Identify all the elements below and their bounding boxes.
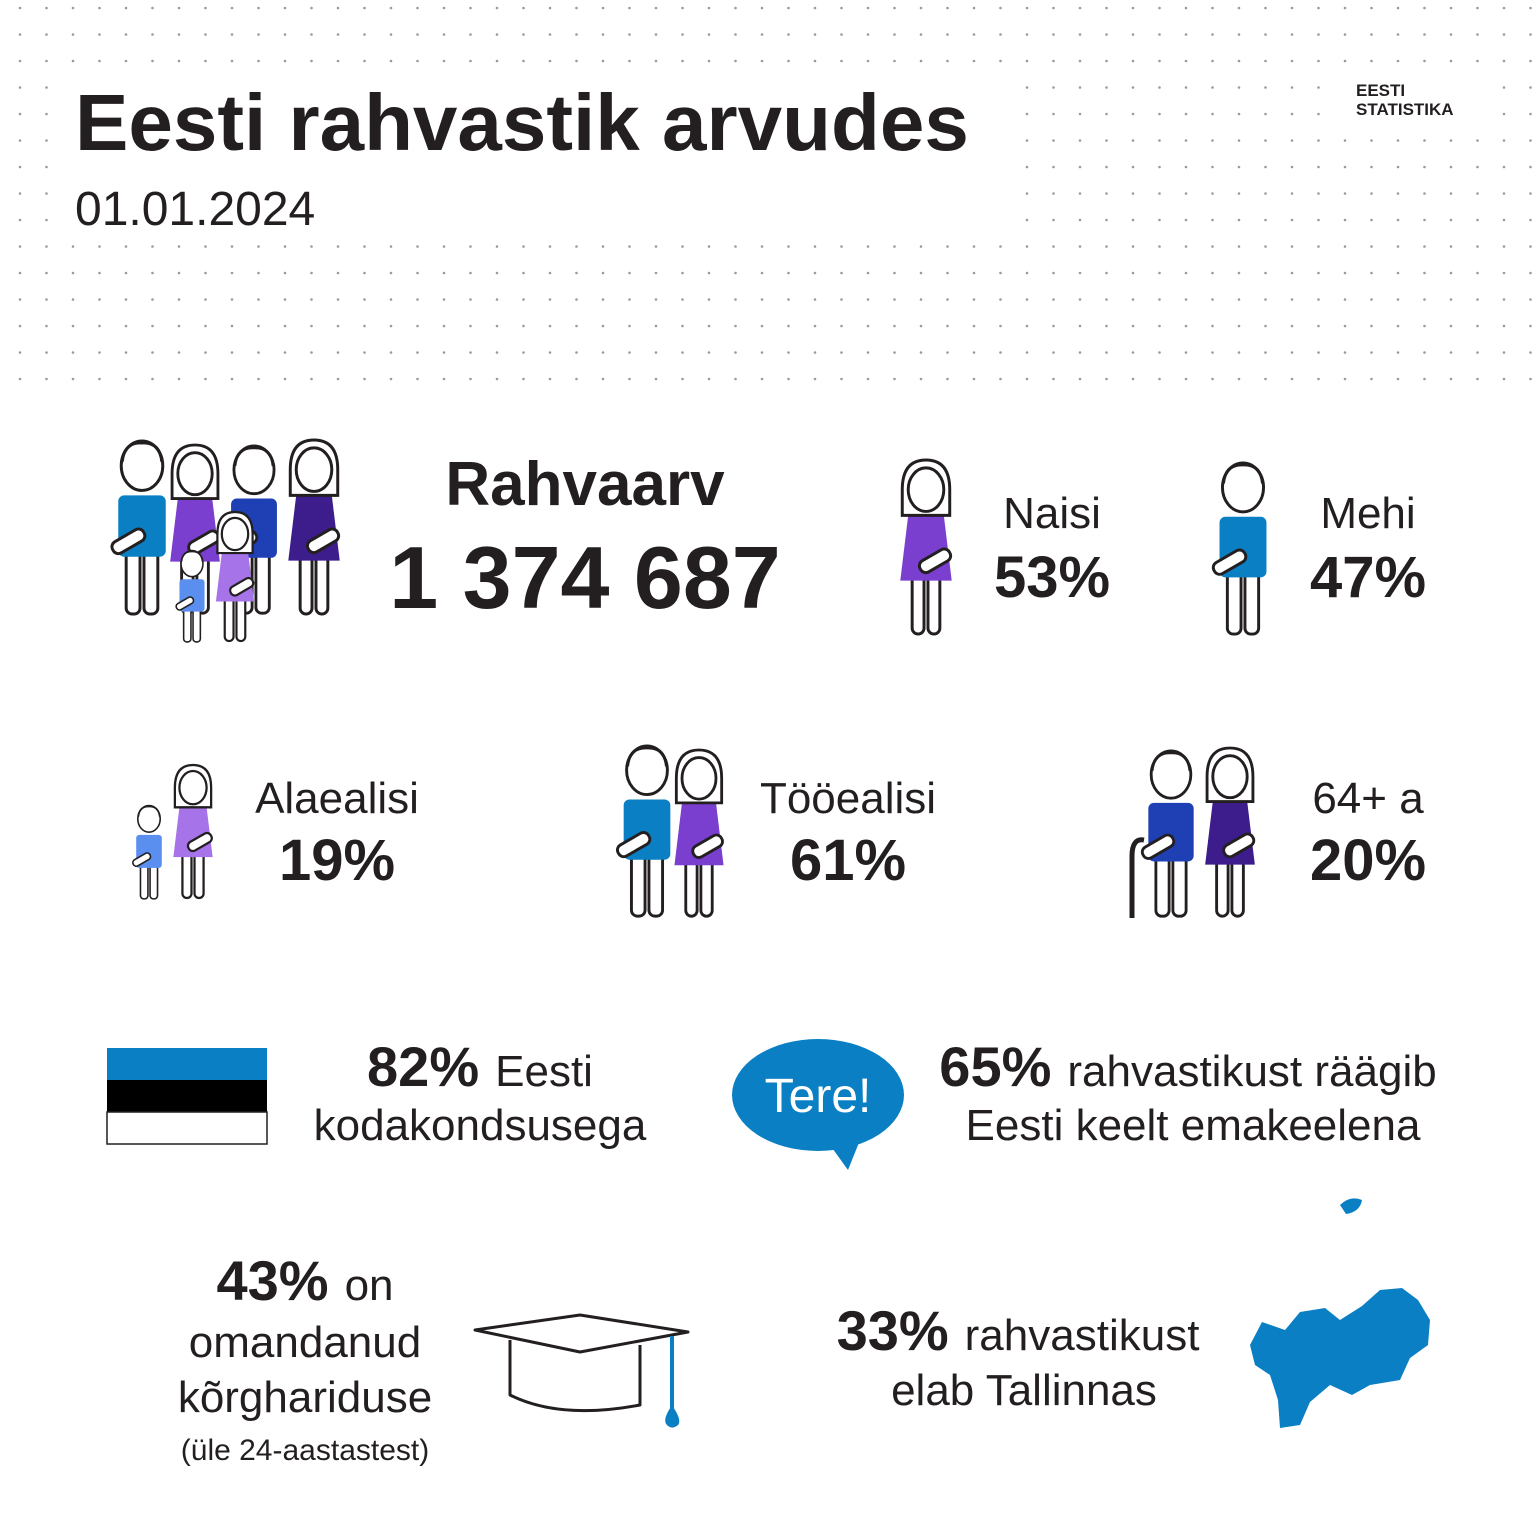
speech-bubble	[732, 1039, 904, 1170]
population-value: 1 374 687	[389, 528, 781, 627]
citizenship-text: kodakondsusega	[314, 1101, 647, 1150]
sex-label: Naisi	[1003, 489, 1101, 538]
language-text: Eesti keelt emakeelena	[966, 1101, 1421, 1150]
estonian-flag	[106, 1048, 268, 1145]
age-label: Alaealisi	[255, 774, 419, 823]
title: Eesti rahvastik arvudes	[75, 78, 969, 167]
education-text: kõrghariduse	[178, 1373, 432, 1422]
sex-value: 53%	[994, 545, 1110, 610]
tallinn-text: rahvastikust	[965, 1311, 1200, 1360]
education-note: (üle 24-aastastest)	[181, 1434, 429, 1467]
tallinn-text: elab Tallinnas	[891, 1366, 1157, 1415]
woman-icon	[898, 458, 955, 636]
tallinn-map	[1250, 1198, 1430, 1428]
language-line: 65% rahvastikust räägib	[939, 1035, 1436, 1098]
age-label: Tööealisi	[760, 774, 936, 823]
age-value: 20%	[1310, 828, 1426, 893]
citizenship-text: Eesti	[495, 1047, 593, 1096]
age-label: 64+ a	[1312, 774, 1424, 823]
tallinn-value: 33%	[837, 1299, 949, 1362]
family-icon	[108, 438, 343, 644]
age-value: 19%	[279, 828, 395, 893]
man-icon	[1209, 461, 1269, 636]
education-value: 43%	[216, 1249, 328, 1312]
education-text: on	[345, 1261, 394, 1310]
age-value: 61%	[790, 828, 906, 893]
education-line: 43% on	[216, 1249, 393, 1312]
logo-line: STATISTIKA	[1356, 100, 1454, 119]
language-text: rahvastikust räägib	[1067, 1047, 1436, 1096]
working-age-icon	[613, 744, 727, 918]
title-backdrop	[60, 70, 1020, 245]
bubble-text: Tere!	[765, 1070, 872, 1123]
citizenship-line: 82% Eesti	[367, 1035, 593, 1098]
sex-label: Mehi	[1320, 489, 1415, 538]
sex-value: 47%	[1310, 545, 1426, 610]
language-value: 65%	[939, 1035, 1051, 1098]
population-label: Rahvaarv	[445, 450, 725, 519]
citizenship-value: 82%	[367, 1035, 479, 1098]
tallinn-line: 33% rahvastikust	[837, 1299, 1200, 1362]
logo-backdrop	[1340, 70, 1480, 130]
elderly-icon	[1129, 746, 1258, 918]
graduation-cap	[473, 1313, 690, 1428]
logo-line: EESTI	[1356, 81, 1405, 100]
date: 01.01.2024	[75, 183, 315, 236]
minors-icon	[130, 763, 215, 900]
education-text: omandanud	[189, 1318, 421, 1367]
